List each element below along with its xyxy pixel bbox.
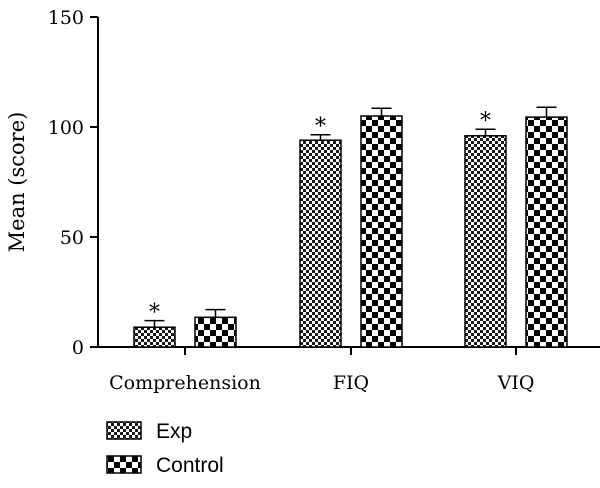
bar-control xyxy=(194,316,237,348)
bar-exp xyxy=(133,326,176,348)
y-tick-label: 150 xyxy=(48,7,84,29)
legend-swatch-exp xyxy=(106,421,142,440)
x-tick-label: FIQ xyxy=(333,372,369,394)
legend-label-control: Control xyxy=(156,454,224,477)
axes: 0 50 100 150 Mean (score) Comprehension FIQ VIQ xyxy=(5,7,600,394)
y-tick-label: 0 xyxy=(72,337,84,359)
legend-swatch-control xyxy=(106,455,142,474)
legend-label-exp: Exp xyxy=(156,420,192,443)
significance-marker: * xyxy=(480,109,491,134)
significance-marker: * xyxy=(315,115,326,140)
bar-control xyxy=(360,115,403,348)
y-tick-label: 100 xyxy=(48,117,84,139)
significance-marker: * xyxy=(149,301,160,326)
bar-control xyxy=(525,116,568,348)
bar-exp xyxy=(464,135,507,348)
bar-exp xyxy=(299,139,342,348)
legend: Exp Control xyxy=(106,420,224,477)
bars: * * * xyxy=(133,106,568,348)
x-tick-label: Comprehension xyxy=(109,372,261,394)
y-axis-title: Mean (score) xyxy=(5,112,29,253)
x-tick-label: VIQ xyxy=(497,372,535,394)
y-tick-label: 50 xyxy=(60,227,84,249)
